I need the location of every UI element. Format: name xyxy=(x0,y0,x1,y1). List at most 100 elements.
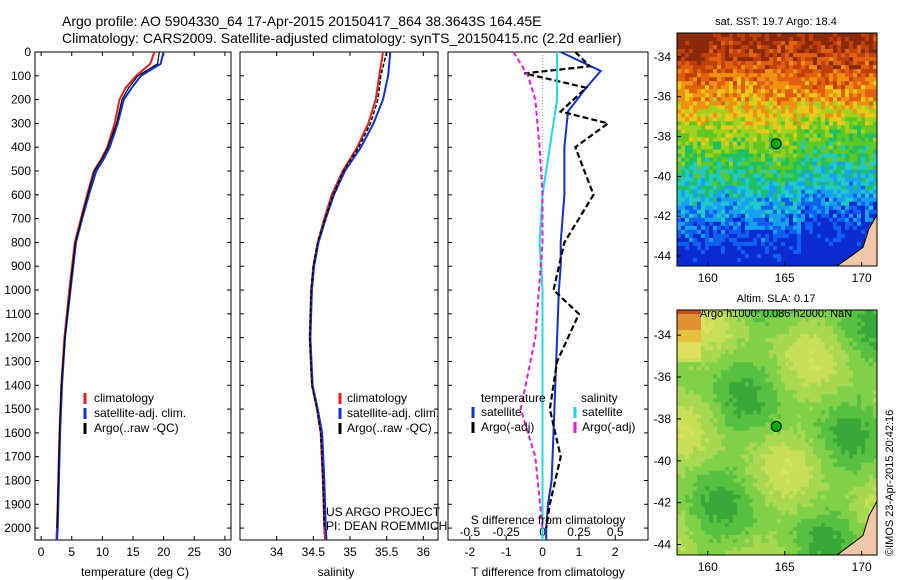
map-cell xyxy=(809,113,814,118)
map-cell xyxy=(801,101,806,106)
map-cell xyxy=(697,458,702,463)
map-cell xyxy=(709,205,714,211)
map-cell xyxy=(745,410,750,415)
map-cell xyxy=(761,201,766,207)
map-cell xyxy=(817,346,822,351)
map-cell xyxy=(709,37,714,42)
map-cell xyxy=(721,129,726,134)
map-cell xyxy=(813,261,818,267)
map-cell xyxy=(769,193,774,199)
map-cell xyxy=(717,217,722,223)
map-cell xyxy=(797,109,802,114)
map-cell xyxy=(853,177,858,182)
map-cell xyxy=(745,125,750,130)
map-cell xyxy=(817,253,822,259)
map-cell xyxy=(729,205,734,211)
map-cell xyxy=(701,197,706,203)
map-cell xyxy=(785,149,790,154)
map-cell xyxy=(741,117,746,122)
map-cell xyxy=(697,33,702,38)
map-cell xyxy=(677,121,682,126)
map-cell xyxy=(861,318,866,323)
map-cell xyxy=(753,189,758,194)
map-cell xyxy=(781,221,786,227)
map-cell xyxy=(733,141,738,146)
map-cell xyxy=(705,145,710,150)
map-cell xyxy=(701,378,706,383)
map-cell xyxy=(753,225,758,231)
map-cell xyxy=(841,338,846,343)
map-cell xyxy=(721,370,726,375)
map-cell xyxy=(713,37,718,42)
map-cell xyxy=(801,430,806,435)
map-cell xyxy=(721,434,726,439)
map-cell xyxy=(681,177,686,182)
map-cell xyxy=(789,378,794,383)
map-cell xyxy=(845,221,850,227)
map-cell xyxy=(709,402,714,407)
map-cell xyxy=(869,37,874,42)
map-cell xyxy=(741,53,746,58)
argo-location-marker xyxy=(770,138,782,150)
map-cell xyxy=(713,318,718,323)
map-cell xyxy=(757,33,762,38)
map-cell xyxy=(781,430,786,435)
map-cell xyxy=(741,141,746,146)
map-cell xyxy=(705,406,710,411)
map-cell xyxy=(769,69,774,74)
y-tick-label: 700 xyxy=(11,212,31,226)
map-cell xyxy=(833,338,838,343)
map-cell xyxy=(745,213,750,219)
map-cell xyxy=(801,310,806,315)
map-cell xyxy=(773,209,778,215)
map-cell xyxy=(757,366,762,371)
map-cell xyxy=(737,105,742,110)
map-cell xyxy=(841,61,846,66)
map-cell xyxy=(749,310,754,315)
map-cell xyxy=(733,45,738,50)
map-cell xyxy=(689,418,694,423)
map-cell xyxy=(689,310,694,315)
map-cell xyxy=(873,374,878,379)
map-cell xyxy=(697,69,702,74)
map-cell xyxy=(837,213,842,219)
map-cell xyxy=(853,81,858,86)
map-cell xyxy=(765,93,770,98)
map-cell xyxy=(753,125,758,130)
map-cell xyxy=(845,89,850,94)
map-cell xyxy=(809,442,814,447)
map-cell xyxy=(745,422,750,427)
map-cell xyxy=(681,370,686,375)
map-cell xyxy=(689,410,694,415)
map-cell xyxy=(805,398,810,403)
map-cell xyxy=(761,105,766,110)
map-cell xyxy=(717,422,722,427)
map-cell xyxy=(761,310,766,315)
map-cell xyxy=(777,366,782,371)
map-cell xyxy=(777,213,782,219)
map-cell xyxy=(801,117,806,122)
map-cell xyxy=(761,121,766,126)
map-cell xyxy=(713,53,718,58)
map-cell xyxy=(685,370,690,375)
map-cell xyxy=(697,354,702,359)
map-cell xyxy=(841,406,846,411)
map-cell xyxy=(781,342,786,347)
map-cell xyxy=(689,398,694,403)
map-cell xyxy=(801,149,806,154)
map-cell xyxy=(813,117,818,122)
map-cell xyxy=(769,334,774,339)
map-cell xyxy=(809,402,814,407)
map-cell xyxy=(713,390,718,395)
map-cell xyxy=(737,330,742,335)
map-cell xyxy=(737,57,742,62)
map-cell xyxy=(769,241,774,247)
map-cell xyxy=(745,237,750,243)
map-cell xyxy=(781,181,786,186)
map-cell xyxy=(729,374,734,379)
map-cell xyxy=(837,105,842,110)
map-cell xyxy=(757,446,762,451)
map-cell xyxy=(813,398,818,403)
map-cell xyxy=(737,362,742,367)
map-cell xyxy=(737,141,742,146)
